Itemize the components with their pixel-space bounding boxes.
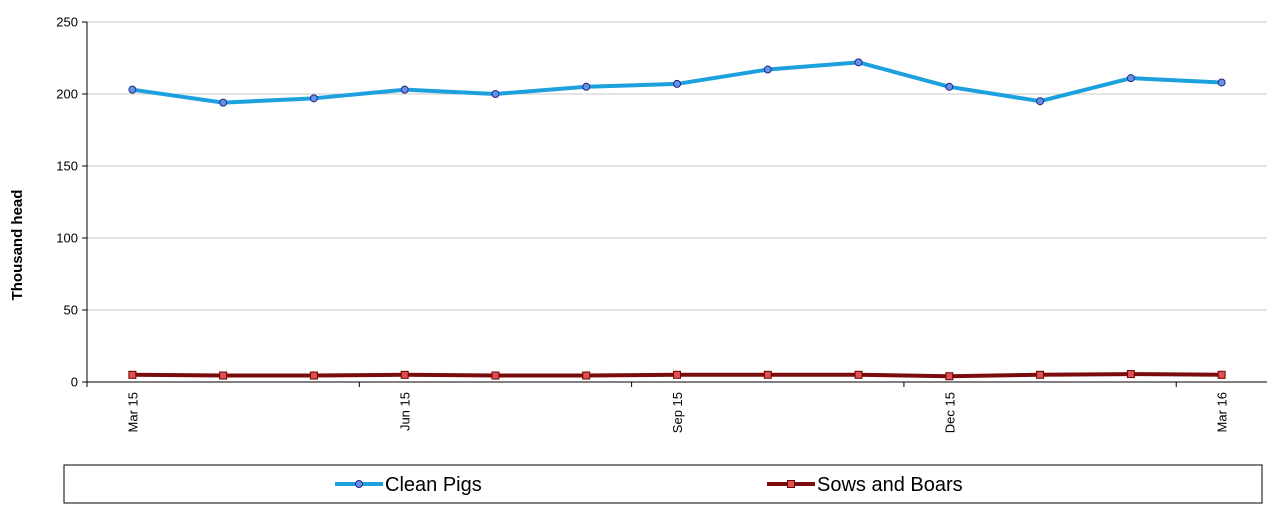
point-sows-and-boars-12: [1217, 370, 1226, 379]
point-clean-pigs-3: [400, 85, 409, 94]
point-sows-and-boars-0: [128, 370, 137, 379]
legend-marker-sows-and-boars: [787, 480, 795, 488]
legend-label-clean-pigs: Clean Pigs: [385, 474, 482, 496]
y-tick-label-200: 200: [56, 87, 78, 102]
point-clean-pigs-11: [1126, 74, 1135, 83]
x-tick-label-mar-16: Mar 16: [1215, 392, 1230, 432]
axes: [86, 22, 1267, 383]
x-tick-label-sep-15: Sep 15: [670, 392, 685, 433]
y-tick-label-100: 100: [56, 231, 78, 246]
point-clean-pigs-5: [582, 82, 591, 91]
point-clean-pigs-8: [854, 58, 863, 67]
x-tick-label-mar-15: Mar 15: [125, 392, 140, 432]
legend-marker-clean-pigs: [355, 480, 363, 488]
point-sows-and-boars-8: [854, 370, 863, 379]
point-clean-pigs-1: [219, 98, 228, 107]
point-sows-and-boars-1: [219, 371, 228, 380]
point-clean-pigs-10: [1036, 97, 1045, 106]
series-group: [128, 58, 1226, 381]
legend: Clean Pigs Sows and Boars: [63, 464, 1263, 504]
point-sows-and-boars-3: [400, 370, 409, 379]
point-sows-and-boars-2: [309, 371, 318, 380]
point-clean-pigs-4: [491, 90, 500, 98]
point-sows-and-boars-4: [491, 371, 500, 380]
y-tick-label-0: 0: [71, 375, 78, 390]
point-clean-pigs-6: [673, 79, 681, 88]
legend-box: [63, 464, 1263, 504]
x-axis-ticks: Mar 15 Jun 15 Sep 15 Dec 15 Mar 16: [86, 382, 1230, 433]
y-axis-ticks: 0 50 100 150 200 250: [56, 15, 87, 390]
point-sows-and-boars-7: [763, 370, 772, 379]
point-sows-and-boars-9: [945, 372, 954, 381]
point-sows-and-boars-11: [1126, 370, 1135, 379]
point-sows-and-boars-6: [673, 370, 681, 379]
y-tick-label-250: 250: [56, 15, 78, 30]
point-sows-and-boars-5: [582, 371, 591, 380]
point-clean-pigs-0: [128, 85, 137, 94]
point-clean-pigs-9: [945, 82, 954, 91]
y-axis-title: Thousand head: [9, 190, 26, 301]
y-tick-label-50: 50: [64, 303, 78, 318]
legend-label-sows-and-boars: Sows and Boars: [817, 474, 963, 496]
point-sows-and-boars-10: [1036, 370, 1045, 379]
point-clean-pigs-12: [1217, 78, 1226, 87]
gridlines: [87, 21, 1267, 311]
point-clean-pigs-2: [309, 94, 318, 103]
x-tick-label-dec-15: Dec 15: [942, 392, 957, 433]
point-clean-pigs-7: [763, 65, 772, 74]
y-tick-label-150: 150: [56, 159, 78, 174]
x-tick-label-jun-15: Jun 15: [398, 392, 413, 431]
